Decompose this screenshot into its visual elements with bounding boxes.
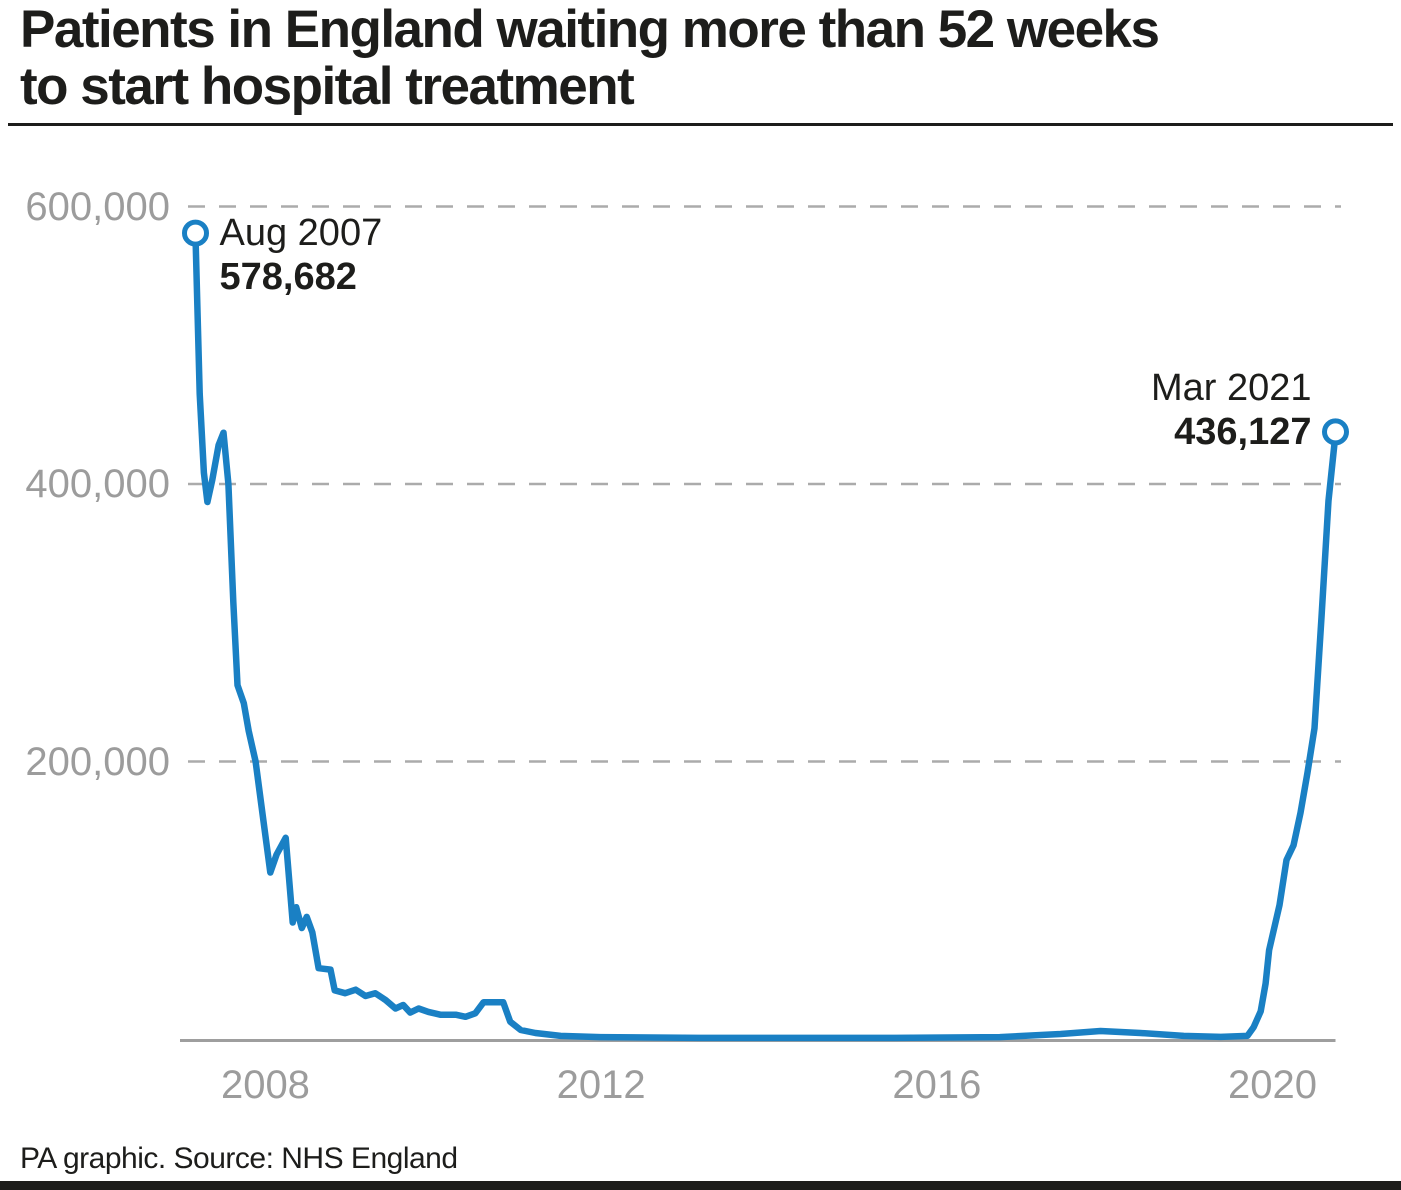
source-credit: PA graphic. Source: NHS England xyxy=(20,1142,458,1175)
annotation-start: Aug 2007 578,682 xyxy=(220,211,383,299)
x-tick-label: 2008 xyxy=(220,1063,310,1107)
x-tick-label: 2012 xyxy=(556,1063,646,1107)
y-tick-label: 400,000 xyxy=(25,462,170,506)
annotation-end-value: 436,127 xyxy=(1174,410,1312,453)
chart-title-line1: Patients in England waiting more than 52… xyxy=(20,0,1160,59)
chart-title-line2: to start hospital treatment xyxy=(20,57,635,116)
bottom-bar xyxy=(0,1181,1401,1190)
trend-line xyxy=(192,232,1339,1042)
annotation-end: Mar 2021 436,127 xyxy=(1151,366,1312,454)
annotation-start-value: 578,682 xyxy=(219,256,357,299)
x-tick-label: 2020 xyxy=(1228,1063,1318,1107)
annotation-end-date: Mar 2021 xyxy=(1150,366,1312,409)
y-tick-label: 600,000 xyxy=(25,184,170,229)
chart-title: Patients in England waiting more than 52… xyxy=(20,1,1380,115)
end-marker xyxy=(1322,418,1349,446)
start-marker xyxy=(182,219,209,247)
x-tick-label: 2016 xyxy=(892,1063,982,1107)
annotation-start-date: Aug 2007 xyxy=(219,212,383,255)
y-tick-label: 200,000 xyxy=(25,739,170,784)
title-divider xyxy=(8,123,1393,126)
